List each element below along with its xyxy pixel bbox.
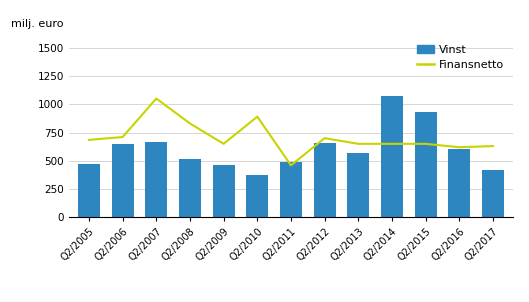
Bar (482, 170, 504, 217)
Bar (449, 149, 470, 217)
Bar (280, 162, 302, 217)
Bar (415, 111, 436, 217)
Bar (213, 165, 234, 217)
Bar (78, 164, 100, 217)
Bar (179, 159, 201, 217)
Legend: Vinst, Finansnetto: Vinst, Finansnetto (414, 42, 507, 73)
Bar (247, 175, 268, 217)
Bar (314, 143, 335, 217)
Bar (381, 96, 403, 217)
Bar (112, 144, 133, 217)
Bar (145, 142, 167, 217)
Text: milj. euro: milj. euro (11, 19, 63, 29)
Bar (348, 153, 369, 217)
